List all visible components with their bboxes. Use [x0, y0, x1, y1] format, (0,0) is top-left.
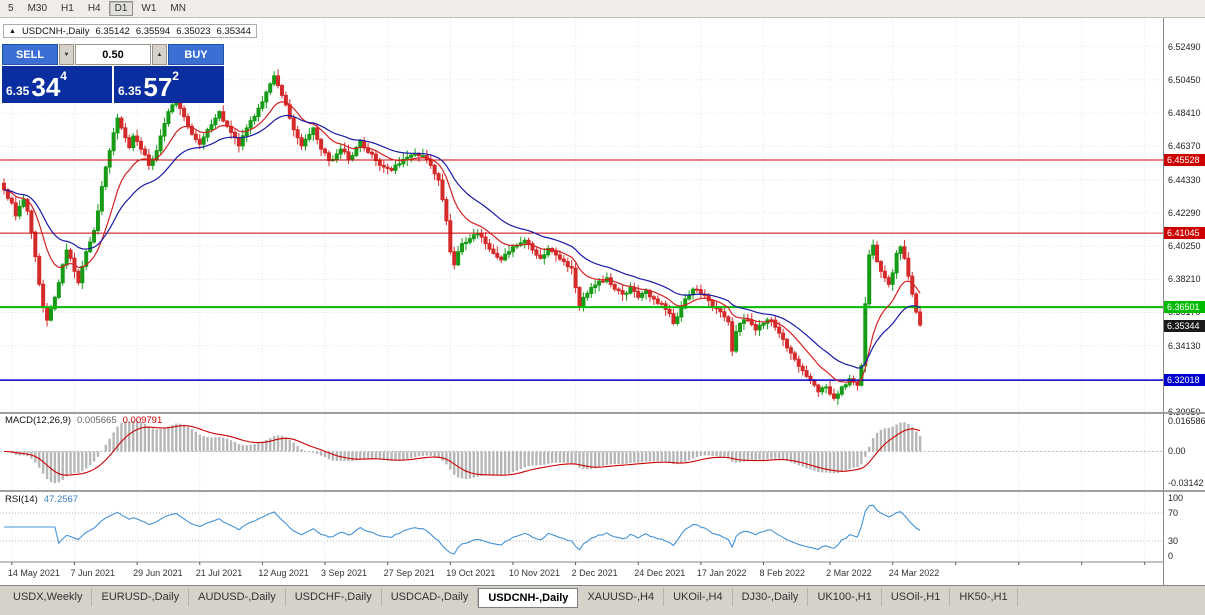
timeframe-toolbar: 5 M30 H1 H4 D1 W1 MN — [0, 0, 1205, 18]
chart-tab-audusd--daily[interactable]: AUDUSD-,Daily — [189, 588, 286, 606]
rsi-scale-label: 30 — [1168, 536, 1179, 546]
macd-indicator-label: MACD(12,26,9) 0.005665 0.009791 — [5, 415, 162, 426]
chart-tab-usdchf--daily[interactable]: USDCHF-,Daily — [286, 588, 382, 606]
price-tick: 6.52490 — [1168, 41, 1201, 52]
volume-down-icon: ▼ — [63, 51, 70, 58]
date-tick-label: 10 Nov 2021 — [509, 568, 560, 578]
rsi-scale-label: 70 — [1168, 508, 1179, 518]
chart-tab-hk50--h1[interactable]: HK50-,H1 — [950, 588, 1018, 606]
macd-scale-label: -0.03142 — [1168, 478, 1204, 488]
date-tick-label: 14 May 2021 — [8, 568, 60, 578]
price-tick: 6.46370 — [1168, 141, 1201, 152]
date-tick-label: 21 Jul 2021 — [196, 568, 243, 578]
ohlc-low: 6.35023 — [176, 25, 211, 37]
price-tick: 6.50450 — [1168, 74, 1201, 85]
ohlc-high: 6.35594 — [135, 25, 171, 37]
date-tick-label: 27 Sep 2021 — [384, 568, 435, 578]
date-tick-label: 2 Mar 2022 — [826, 568, 872, 578]
chart-tab-usdcad--daily[interactable]: USDCAD-,Daily — [382, 588, 479, 606]
rsi-scale-label: 100 — [1168, 493, 1184, 503]
sell-button[interactable]: SELL — [2, 44, 58, 65]
chart-tab-ukoil--h4[interactable]: UKOil-,H4 — [664, 588, 733, 606]
one-click-trading-panel: SELL ▼ ▲ BUY 6.35 34 4 6.35 57 2 — [2, 44, 224, 103]
timeframe-button-m30[interactable]: M30 — [27, 3, 48, 14]
date-tick-label: 24 Dec 2021 — [634, 568, 685, 578]
sell-price-sup: 4 — [60, 69, 67, 83]
buy-button[interactable]: BUY — [168, 44, 224, 65]
macd-signal-value: 0.009791 — [122, 415, 163, 426]
date-tick-label: 7 Jun 2021 — [70, 568, 115, 578]
rsi-value: 47.2567 — [43, 494, 79, 505]
panel-separator — [1164, 412, 1205, 414]
sell-price-big: 34 — [31, 72, 61, 102]
timeframe-button-h1[interactable]: H1 — [61, 3, 74, 14]
chart-tabs-bar: USDX,Weekly EURUSD-,Daily AUDUSD-,Daily USD… — [0, 585, 1205, 615]
macd-title: MACD(12,26,9) — [5, 415, 71, 426]
price-tick: 6.38210 — [1168, 274, 1201, 285]
chart-tab-usoil--h1[interactable]: USOil-,H1 — [882, 588, 951, 606]
current-price-tag: 6.35344 — [1164, 319, 1205, 332]
chart-tab-uk100--h1[interactable]: UK100-,H1 — [808, 588, 882, 606]
date-tick-label: 8 Feb 2022 — [760, 568, 806, 578]
price-tick: 6.48410 — [1168, 108, 1201, 119]
price-axis: 6.52490 6.50450 6.48410 6.46370 6.44330 6.422… — [1163, 18, 1205, 585]
date-tick-label: 2 Dec 2021 — [572, 568, 618, 578]
rsi-indicator-label: RSI(14) 47.2567 — [5, 494, 78, 505]
price-tick: 6.44330 — [1168, 174, 1201, 185]
candlestick-chart[interactable]: 14 May 2021 7 Jun 2021 29 Jun 2021 21 Jul 2… — [0, 18, 1163, 585]
macd-main-value: 0.005665 — [77, 415, 117, 426]
price-level-tag: 6.45528 — [1164, 154, 1205, 167]
price-level-tag: 6.36501 — [1164, 301, 1205, 314]
volume-input[interactable] — [75, 44, 151, 65]
rsi-scale-label: 0 — [1168, 551, 1174, 561]
macd-scale-label: 0.00 — [1168, 446, 1186, 457]
timeframe-button-w1[interactable]: W1 — [141, 3, 157, 14]
buy-price-big: 57 — [143, 72, 173, 102]
date-tick-label: 3 Sep 2021 — [321, 568, 367, 578]
price-level-tag: 6.32018 — [1164, 374, 1205, 387]
date-tick-label: 29 Jun 2021 — [133, 568, 183, 578]
volume-decrease-button[interactable]: ▼ — [59, 44, 74, 65]
ohlc-close: 6.35344 — [216, 25, 251, 37]
volume-up-icon: ▲ — [156, 51, 163, 58]
price-tick: 6.40250 — [1168, 241, 1201, 252]
buy-price-display[interactable]: 6.35 57 2 — [114, 66, 224, 103]
chart-symbol-label: USDCNH-,Daily — [21, 25, 90, 37]
price-tick: 6.34130 — [1168, 340, 1201, 351]
panel-separator — [1164, 490, 1205, 492]
date-tick-label: 24 Mar 2022 — [889, 568, 940, 578]
sell-price-prefix: 6.35 — [6, 84, 30, 98]
macd-scale-label: 0.016586 — [1168, 416, 1205, 426]
buy-price-sup: 2 — [172, 69, 179, 83]
chart-tab-xauusd--h4[interactable]: XAUUSD-,H4 — [578, 588, 665, 606]
chart-tab-usdx-weekly[interactable]: USDX,Weekly — [4, 588, 93, 606]
timeframe-button-d1[interactable]: D1 — [108, 1, 134, 16]
date-tick-label: 17 Jan 2022 — [697, 568, 747, 578]
volume-increase-button[interactable]: ▲ — [152, 44, 167, 65]
timeframe-button-mn[interactable]: MN — [170, 3, 186, 14]
ohlc-info-bar: ▲ USDCNH-,Daily 6.35142 6.35594 6.35023 … — [3, 24, 257, 38]
ohlc-open: 6.35142 — [95, 25, 130, 37]
rsi-title: RSI(14) — [5, 494, 38, 505]
timeframe-button-h4[interactable]: H4 — [87, 3, 101, 14]
chart-tab-eurusd--daily[interactable]: EURUSD-,Daily — [92, 588, 190, 606]
timeframe-button-5[interactable]: 5 — [8, 3, 14, 14]
price-level-tag: 6.41045 — [1164, 227, 1205, 240]
chart-tab-dj30--daily[interactable]: DJ30-,Daily — [733, 588, 809, 606]
date-tick-label: 19 Oct 2021 — [446, 568, 495, 578]
date-tick-label: 12 Aug 2021 — [258, 568, 309, 578]
quote-panel-toggle-icon[interactable]: ▲ — [9, 27, 16, 35]
chart-tab-usdcnh--daily[interactable]: USDCNH-,Daily — [478, 588, 579, 608]
buy-price-prefix: 6.35 — [118, 84, 142, 98]
price-tick: 6.42290 — [1168, 207, 1201, 218]
sell-price-display[interactable]: 6.35 34 4 — [2, 66, 112, 103]
